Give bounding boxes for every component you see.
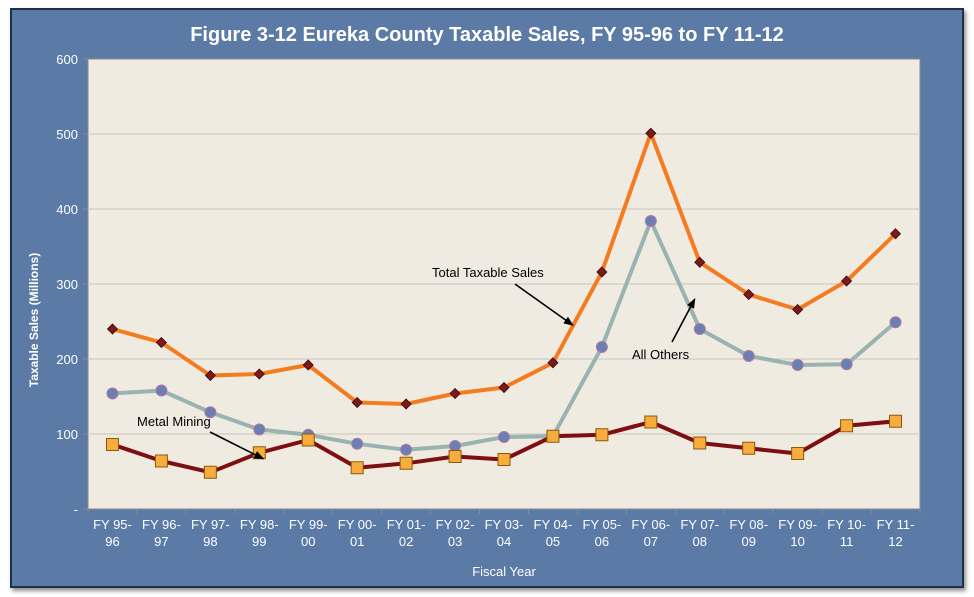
x-axis: FY 95-96 FY 96-97 FY 97-98 FY 98-99 FY 99-00… <box>87 509 921 549</box>
data-point <box>498 381 510 394</box>
y-tick-label: 500 <box>56 127 78 142</box>
data-point <box>546 429 560 443</box>
annotation-label: Total Taxable Sales <box>432 265 544 280</box>
data-point <box>351 396 363 409</box>
x-axis-title: Fiscal Year <box>472 564 536 579</box>
x-tick-label: FY 02-03 <box>436 517 475 549</box>
data-point <box>154 454 168 468</box>
data-point <box>595 428 609 442</box>
data-point <box>791 447 805 460</box>
annotation-arrow <box>209 431 265 460</box>
data-point <box>253 368 265 380</box>
data-point <box>203 465 217 479</box>
y-tick-label: 200 <box>56 352 78 367</box>
annotation-arrow <box>671 298 696 343</box>
annotations: Total Taxable Sales All Others Metal Minin… <box>137 265 696 460</box>
data-point <box>351 437 364 450</box>
data-point <box>449 440 462 452</box>
data-point <box>742 350 755 362</box>
data-point <box>498 431 510 443</box>
data-point <box>204 369 216 382</box>
data-point <box>106 387 119 400</box>
data-point <box>644 215 657 227</box>
data-point <box>448 450 462 463</box>
data-point <box>595 341 608 353</box>
x-tick-label: FY 10-11 <box>827 517 866 549</box>
data-point <box>743 288 755 301</box>
data-point <box>204 406 217 419</box>
x-tick-label: FY 95-96 <box>93 517 132 549</box>
data-point <box>596 266 608 278</box>
x-tick-label: FY 05-06 <box>582 517 621 549</box>
gridlines <box>88 133 920 435</box>
data-point <box>253 423 266 436</box>
data-point <box>889 414 903 428</box>
data-point <box>449 387 461 400</box>
data-point <box>889 316 902 329</box>
data-point <box>302 359 314 371</box>
series-markers <box>105 127 903 479</box>
y-axis-title: Taxable Sales (Millions) <box>27 253 41 387</box>
data-point <box>547 357 559 369</box>
x-tick-label: FY 01-02 <box>387 517 426 549</box>
data-point <box>694 256 706 268</box>
x-tick-label: FY 09-10 <box>778 517 817 549</box>
data-point <box>155 336 167 349</box>
x-tick-label: FY 98-99 <box>240 517 279 549</box>
data-point <box>350 461 364 475</box>
data-point <box>155 384 168 397</box>
y-tick-label: 100 <box>56 427 78 442</box>
y-tick-label: 400 <box>56 202 78 217</box>
data-point <box>693 323 706 335</box>
data-point <box>301 433 315 447</box>
x-tick-label: FY 03-04 <box>485 517 524 549</box>
x-tick-label: FY 97-98 <box>191 517 230 549</box>
y-tick-label: 600 <box>56 52 78 67</box>
y-tick-label: 300 <box>56 277 78 292</box>
data-point <box>840 358 853 371</box>
x-tick-label: FY 04-05 <box>534 517 573 549</box>
annotation-label: Metal Mining <box>137 414 211 429</box>
data-point <box>645 127 657 139</box>
data-point <box>400 443 413 456</box>
x-tick-label: FY 99-00 <box>289 517 328 549</box>
y-tick-label: - <box>74 502 78 517</box>
x-tick-label: FY 06-07 <box>631 517 670 549</box>
data-point <box>105 438 119 451</box>
x-tick-label: FY 07-08 <box>680 517 719 549</box>
y-axis: - 100 200 300 400 500 600 <box>56 52 88 517</box>
data-point <box>791 359 804 371</box>
data-point <box>889 228 902 240</box>
data-point <box>399 456 413 470</box>
data-point <box>742 441 756 455</box>
x-tick-label: FY 00-01 <box>338 517 377 549</box>
data-point <box>841 275 853 287</box>
annotation-arrow <box>514 283 574 326</box>
data-point <box>400 398 412 410</box>
data-point <box>693 436 707 450</box>
annotation-label: All Others <box>632 347 690 362</box>
data-point <box>106 323 119 335</box>
data-point <box>497 453 511 466</box>
x-tick-label: FY 08-09 <box>729 517 768 549</box>
data-point <box>644 415 658 429</box>
data-point <box>792 303 804 316</box>
chart-title: Figure 3-12 Eureka County Taxable Sales,… <box>190 24 784 46</box>
x-tick-label: FY 11-12 <box>877 517 915 549</box>
x-tick-label: FY 96-97 <box>142 517 181 549</box>
data-point <box>840 419 854 433</box>
